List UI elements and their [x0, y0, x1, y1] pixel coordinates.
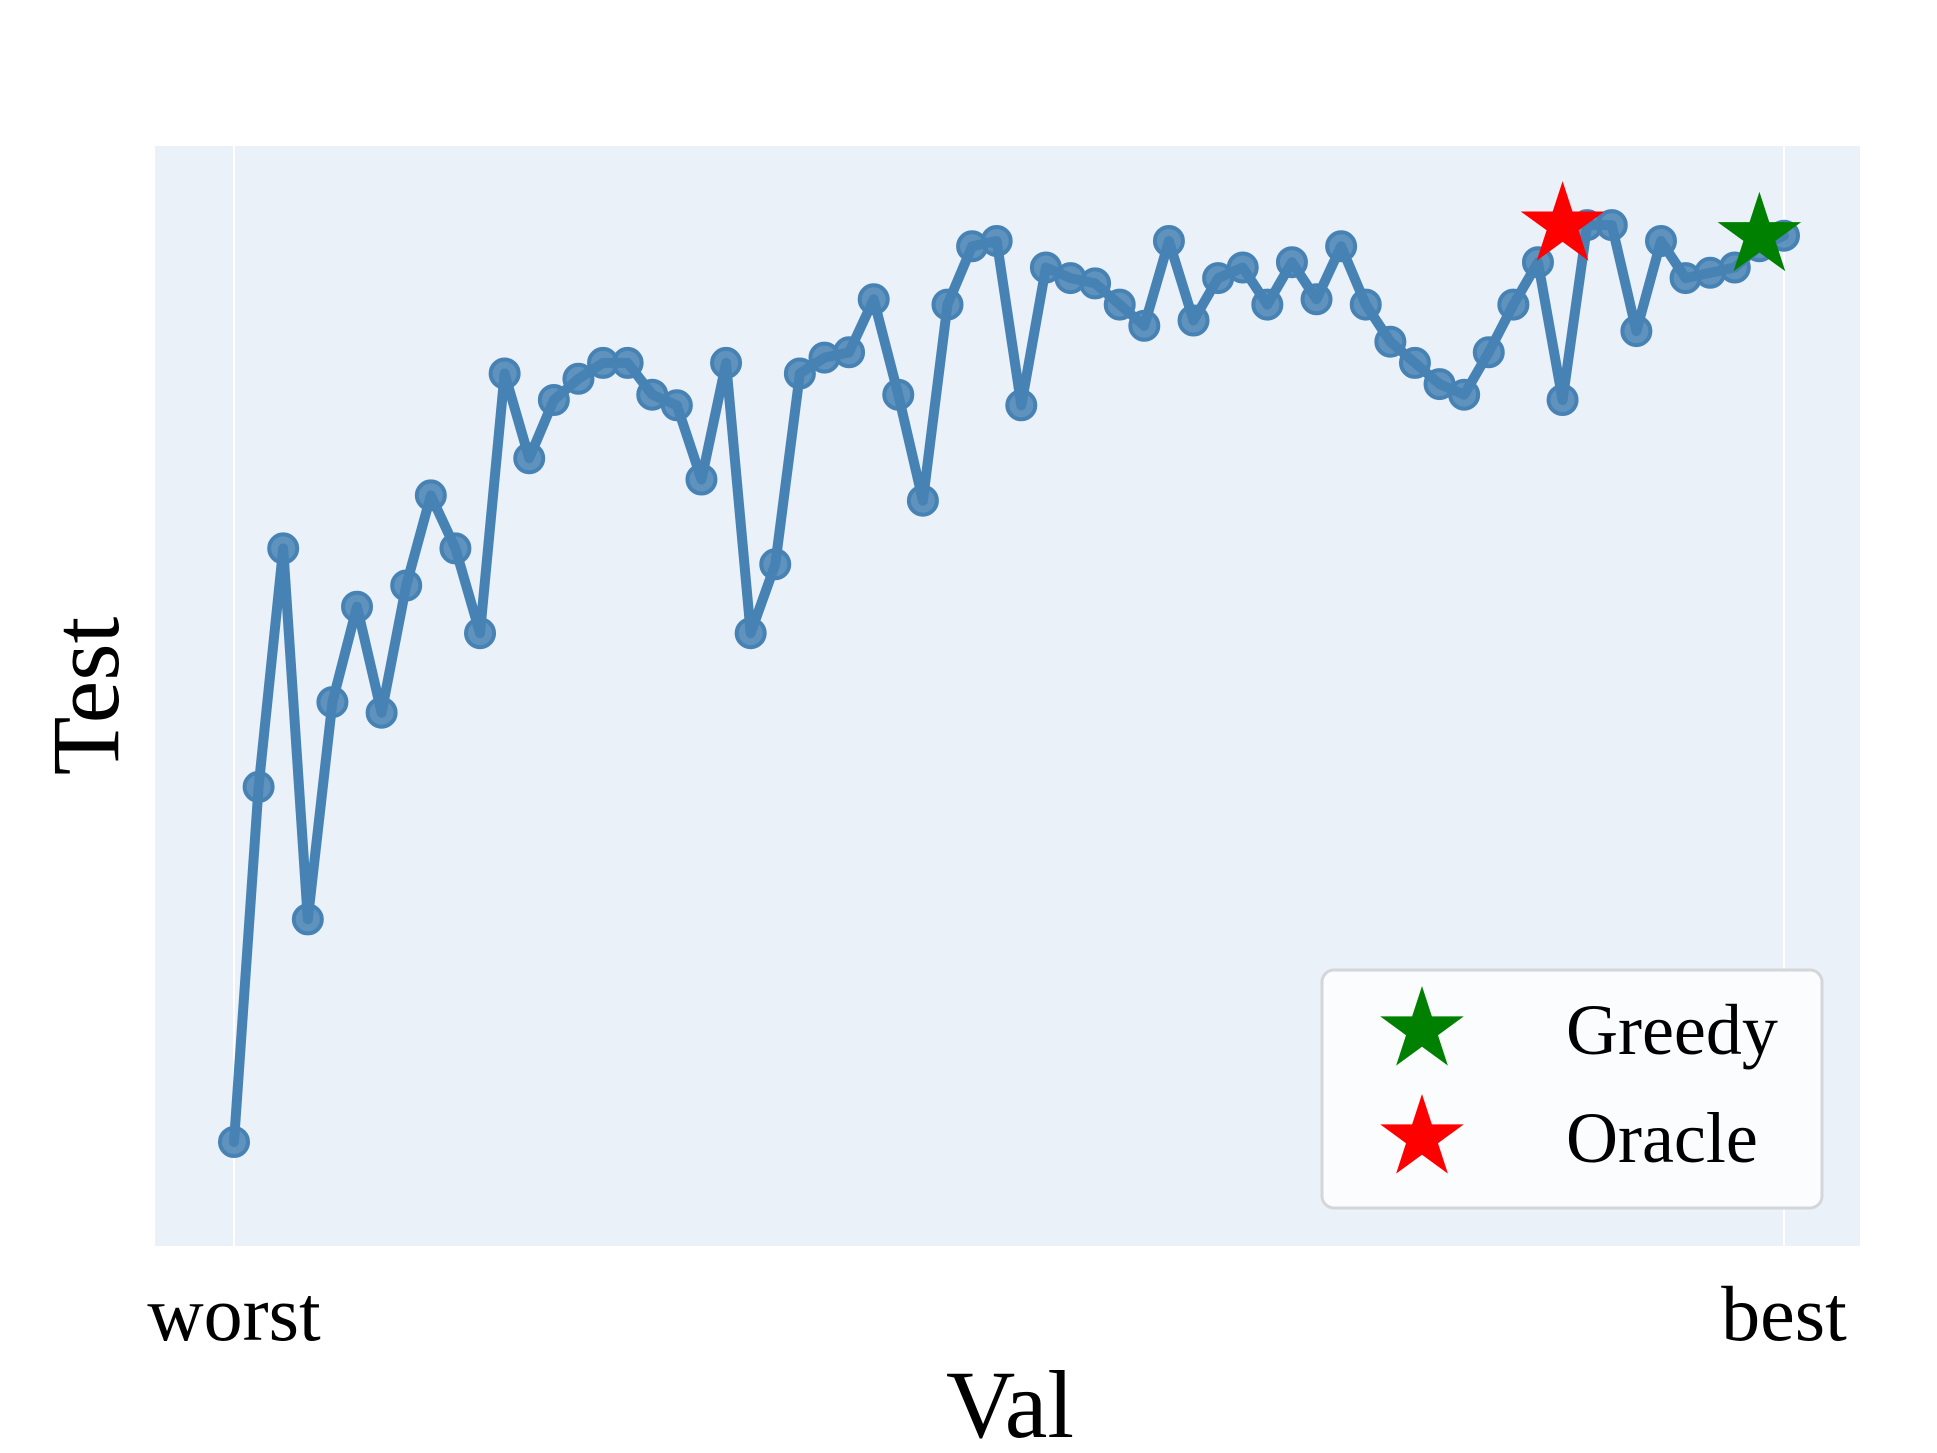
series-point	[1448, 378, 1481, 411]
series-point	[1595, 209, 1628, 242]
series-point	[980, 225, 1013, 257]
series-point	[1177, 304, 1210, 337]
series-point	[1521, 246, 1554, 279]
series-point	[414, 479, 447, 512]
series-point	[734, 617, 767, 650]
series-point	[316, 686, 349, 719]
series-point	[464, 617, 497, 650]
series-line	[229, 220, 1789, 1147]
series-point	[1497, 288, 1530, 321]
series-point	[882, 378, 915, 411]
x-axis-label: Val	[946, 1351, 1074, 1453]
series-point	[1398, 346, 1431, 379]
x-tick-label-worst: worst	[147, 1270, 321, 1357]
series-point	[562, 362, 595, 395]
series-point	[1546, 384, 1579, 416]
legend-label-greedy: Greedy	[1566, 990, 1778, 1070]
series-point	[660, 389, 693, 422]
series-point	[906, 484, 939, 517]
series-point	[218, 1126, 250, 1158]
series-point	[291, 903, 324, 936]
series-point	[857, 283, 890, 316]
series-point	[390, 569, 423, 602]
series-point	[783, 357, 816, 390]
series-point	[685, 463, 718, 496]
series-point	[488, 357, 521, 390]
oracle-star-marker	[1520, 181, 1605, 261]
series-point	[341, 590, 374, 623]
series-point	[1226, 251, 1259, 284]
series-point	[1103, 288, 1136, 321]
series-layer	[218, 209, 1800, 1158]
series-point	[710, 346, 743, 379]
x-tick-label-best: best	[1721, 1270, 1847, 1357]
series-point	[1128, 309, 1161, 342]
series-point	[1005, 389, 1038, 422]
y-axis-label: Test	[32, 616, 139, 775]
series-point	[242, 770, 275, 803]
series-point	[365, 696, 398, 729]
legend-greedy-star	[1380, 986, 1464, 1066]
series-point	[267, 532, 300, 565]
series-point	[833, 336, 866, 369]
series-point	[1644, 225, 1677, 257]
series-point	[931, 288, 964, 321]
series-point	[1152, 225, 1185, 257]
legend: Greedy Oracle	[1320, 968, 1824, 1210]
series-point	[1472, 336, 1505, 369]
series-point	[1275, 246, 1308, 279]
series-point	[513, 442, 546, 475]
highlight-markers	[1520, 181, 1802, 272]
legend-label-oracle: Oracle	[1566, 1098, 1758, 1178]
legend-oracle-star	[1380, 1094, 1464, 1174]
legend-greedy-star-icon	[1380, 986, 1464, 1066]
greedy-star-marker	[1717, 191, 1802, 272]
series-point	[759, 548, 792, 581]
legend-box	[1320, 968, 1824, 1210]
series-point	[537, 384, 570, 416]
series-point	[1251, 288, 1284, 321]
series-point	[439, 532, 472, 565]
series-point	[1349, 288, 1382, 321]
series-point	[1374, 325, 1407, 358]
series-point	[1300, 283, 1333, 316]
series-point	[1079, 267, 1112, 300]
legend-oracle-star-icon	[1380, 1094, 1464, 1174]
series-point	[611, 346, 644, 379]
series-point	[1620, 315, 1653, 348]
series-point	[1325, 230, 1358, 263]
